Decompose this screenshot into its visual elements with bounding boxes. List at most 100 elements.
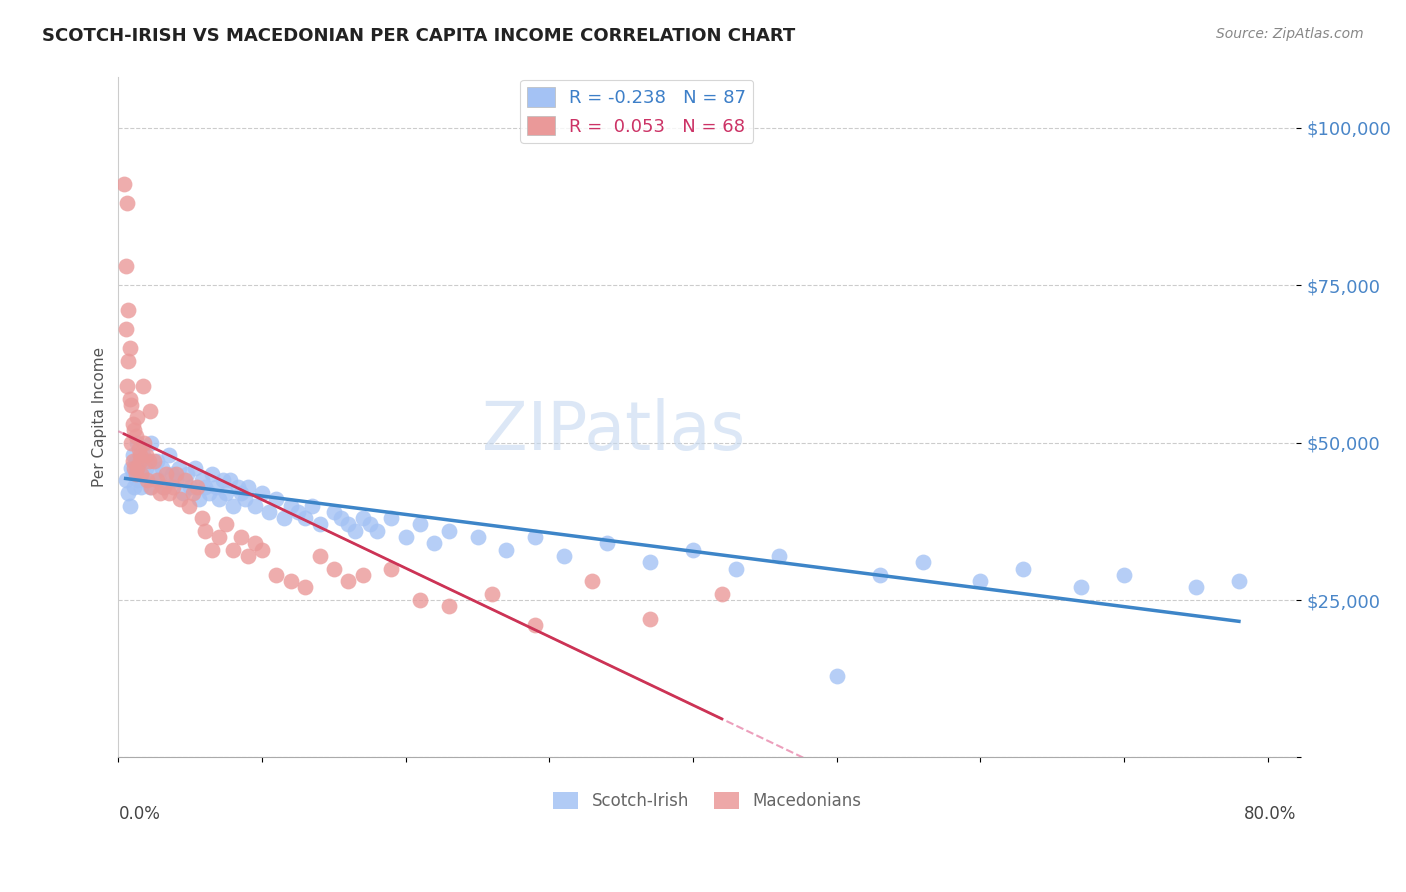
Point xyxy=(120,435,142,450)
Point xyxy=(337,517,360,532)
Point xyxy=(409,593,432,607)
Y-axis label: Per Capita Income: Per Capita Income xyxy=(93,347,107,488)
Point xyxy=(117,303,139,318)
Point xyxy=(825,668,848,682)
Point xyxy=(423,536,446,550)
Point xyxy=(322,561,344,575)
Point xyxy=(287,505,309,519)
Point xyxy=(359,517,381,532)
Point xyxy=(139,480,162,494)
Point xyxy=(121,467,143,481)
Point xyxy=(596,536,619,550)
Point xyxy=(725,561,748,575)
Point xyxy=(135,448,157,462)
Point xyxy=(911,555,934,569)
Point xyxy=(344,524,367,538)
Point xyxy=(177,499,200,513)
Point xyxy=(131,480,153,494)
Point xyxy=(135,460,157,475)
Point xyxy=(1112,567,1135,582)
Point xyxy=(179,480,201,494)
Point xyxy=(118,341,141,355)
Point xyxy=(136,454,159,468)
Point xyxy=(125,454,148,468)
Point xyxy=(294,511,316,525)
Point xyxy=(869,567,891,582)
Point xyxy=(121,448,143,462)
Point xyxy=(134,435,156,450)
Point xyxy=(395,530,418,544)
Point xyxy=(172,486,194,500)
Point xyxy=(115,196,138,211)
Point xyxy=(153,480,176,494)
Point xyxy=(710,587,733,601)
Point xyxy=(129,448,152,462)
Point xyxy=(190,474,212,488)
Point xyxy=(467,530,489,544)
Legend: Scotch-Irish, Macedonians: Scotch-Irish, Macedonians xyxy=(547,786,868,817)
Point xyxy=(330,511,353,525)
Point xyxy=(266,567,288,582)
Point xyxy=(437,599,460,614)
Point xyxy=(122,480,145,494)
Point xyxy=(222,542,245,557)
Point xyxy=(1227,574,1250,588)
Point xyxy=(128,442,150,456)
Point xyxy=(581,574,603,588)
Point xyxy=(481,587,503,601)
Point xyxy=(122,423,145,437)
Point xyxy=(553,549,575,563)
Point xyxy=(118,392,141,406)
Point xyxy=(308,549,330,563)
Point xyxy=(132,448,155,462)
Point xyxy=(198,486,221,500)
Point xyxy=(157,448,180,462)
Point xyxy=(143,454,166,468)
Point xyxy=(165,474,187,488)
Point xyxy=(118,499,141,513)
Point xyxy=(301,499,323,513)
Point xyxy=(129,454,152,468)
Point xyxy=(352,511,374,525)
Point xyxy=(127,410,149,425)
Point xyxy=(120,460,142,475)
Point xyxy=(212,474,235,488)
Point xyxy=(194,480,217,494)
Point xyxy=(127,435,149,450)
Point xyxy=(121,454,143,468)
Point xyxy=(280,499,302,513)
Point xyxy=(768,549,790,563)
Point xyxy=(205,480,228,494)
Text: 0.0%: 0.0% xyxy=(118,805,160,823)
Point xyxy=(259,505,281,519)
Point xyxy=(155,467,177,481)
Point xyxy=(183,460,205,475)
Point xyxy=(115,379,138,393)
Text: 80.0%: 80.0% xyxy=(1244,805,1296,823)
Point xyxy=(215,486,238,500)
Point xyxy=(409,517,432,532)
Point xyxy=(149,486,172,500)
Point xyxy=(169,492,191,507)
Point xyxy=(173,474,195,488)
Point xyxy=(524,618,547,632)
Point xyxy=(366,524,388,538)
Point xyxy=(337,574,360,588)
Point xyxy=(167,460,190,475)
Point xyxy=(969,574,991,588)
Point xyxy=(165,467,187,481)
Point xyxy=(1012,561,1035,575)
Point xyxy=(117,353,139,368)
Point xyxy=(250,486,273,500)
Point xyxy=(141,480,163,494)
Point xyxy=(380,561,402,575)
Point xyxy=(127,474,149,488)
Point xyxy=(1070,581,1092,595)
Point xyxy=(121,417,143,431)
Point xyxy=(181,486,204,500)
Point xyxy=(219,474,242,488)
Point xyxy=(131,467,153,481)
Point xyxy=(114,322,136,336)
Point xyxy=(157,486,180,500)
Point xyxy=(160,467,183,481)
